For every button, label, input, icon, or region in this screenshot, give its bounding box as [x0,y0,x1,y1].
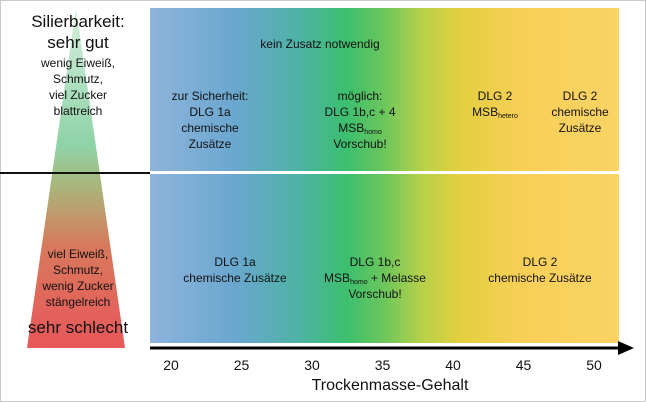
bottom-col3-line1: DLG 2 [522,255,558,269]
bad-desc-1: viel Eiweiß, [47,247,109,261]
recommendation-field [150,8,619,343]
top-col2-line2: DLG 1b,c + 4 [324,105,396,119]
axis-tick-50: 50 [586,357,602,373]
top-col3-line1: DLG 2 [477,89,513,103]
axis-arrowhead [618,341,634,355]
top-col1-line1: zur Sicherheit: [171,89,249,103]
silierbarkeit-title: Silierbarkeit: [31,12,125,31]
top-col4-line1: DLG 2 [562,89,598,103]
dry-matter-axis [150,341,634,355]
band-divider [150,171,619,174]
top-col3-msb: MSBhetero [472,105,518,120]
good-desc-4: blattreich [53,104,103,118]
bottom-col2-line3: Vorschub! [348,287,402,301]
bad-desc-4: stängelreich [45,295,111,309]
axis-tick-45: 45 [515,357,532,373]
rating-bad: sehr schlecht [27,318,129,337]
bottom-col3-line2: chemische Zusätze [488,271,592,285]
bottom-col1-line1: DLG 1a [214,255,256,269]
good-desc-2: Schmutz, [52,72,103,86]
band-divider-left [0,172,150,174]
top-col1-line2: DLG 1a [189,105,231,119]
axis-tick-40: 40 [445,357,461,373]
axis-tick-20: 20 [163,357,179,373]
good-desc-1: wenig Eiweiß, [40,56,116,70]
top-col1-line4: Zusätze [188,137,232,151]
top-header: kein Zusatz notwendig [260,37,380,51]
top-col4-line3: Zusätze [558,121,602,135]
bottom-col1-line2: chemische Zusätze [183,271,287,285]
bottom-col2-msb: MSBhomo + Melasse [324,271,426,286]
top-col2-msb: MSBhomo [338,121,382,136]
good-desc-3: viel Zucker [48,88,107,102]
bad-desc-3: wenig Zucker [42,279,114,293]
axis-title: Trockenmasse-Gehalt [311,377,469,394]
silierbarkeit-wedge [27,8,125,348]
axis-tick-35: 35 [374,357,391,373]
top-col2-line1: möglich: [337,89,383,103]
axis-tick-25: 25 [233,357,250,373]
bad-desc-2: Schmutz, [52,263,103,277]
wedge-shape [27,8,125,348]
rating-good: sehr gut [47,33,109,52]
bottom-col2-line1: DLG 1b,c [349,255,401,269]
axis-tick-30: 30 [304,357,320,373]
top-col4-line2: chemische [551,105,609,119]
top-col2-line4: Vorschub! [333,137,387,151]
top-col1-line3: chemische [181,121,239,135]
